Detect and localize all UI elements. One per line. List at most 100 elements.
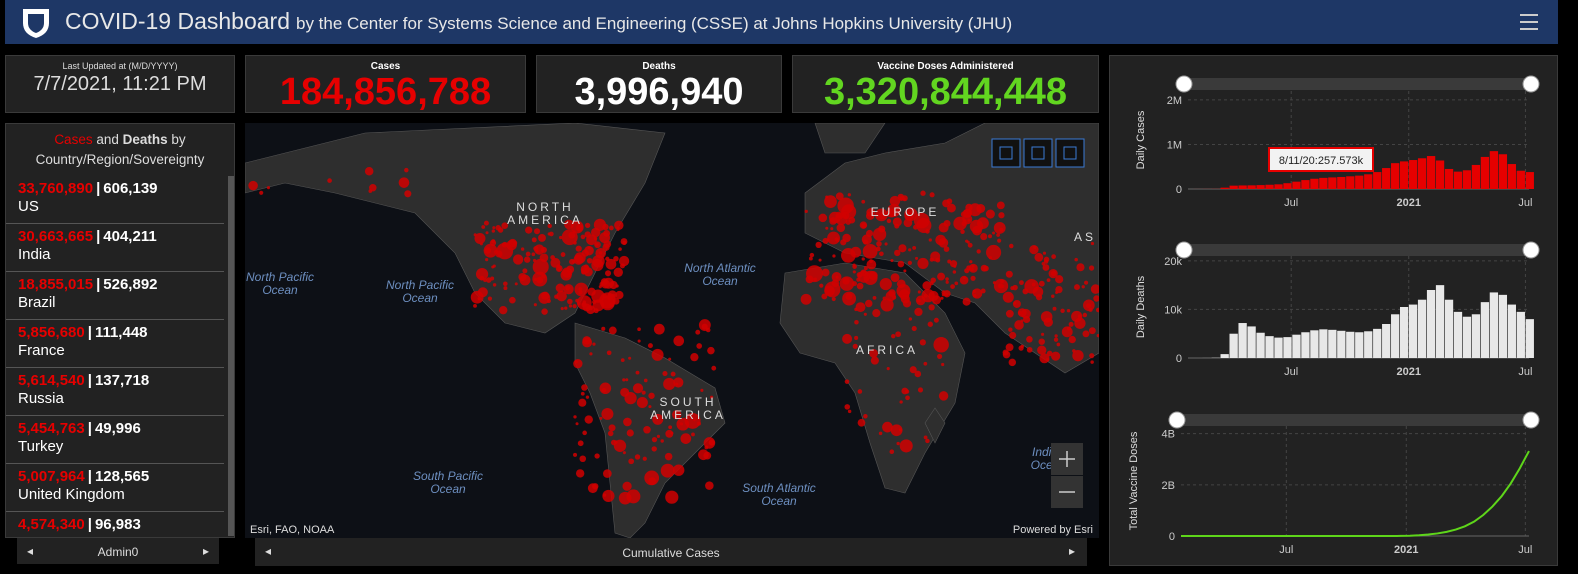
country-row[interactable]: 18,855,015 | 526,892 Brazil — [6, 272, 224, 320]
country-row[interactable]: 5,614,540 | 137,718 Russia — [6, 368, 224, 416]
case-dot — [625, 378, 629, 382]
prev-arrow[interactable]: ◂ — [27, 544, 34, 558]
case-dot — [623, 417, 632, 427]
range-slider[interactable] — [1180, 244, 1537, 256]
map-label: AFRICA — [856, 343, 918, 357]
case-dot — [878, 431, 883, 436]
bar — [1220, 187, 1229, 189]
attribution: Esri, FAO, NOAA — [250, 524, 335, 536]
case-dot — [560, 307, 564, 311]
bar — [1292, 181, 1301, 189]
case-dot — [1043, 256, 1050, 263]
case-dot — [680, 433, 692, 444]
case-dot — [922, 281, 932, 291]
slider-handle[interactable] — [1522, 241, 1540, 259]
row-deaths: 111,448 — [94, 324, 148, 341]
case-dot — [491, 229, 496, 233]
value: 3,320,844,448 — [823, 71, 1067, 113]
separator: | — [87, 372, 92, 389]
case-dot — [637, 339, 641, 343]
slider-handle[interactable] — [1168, 411, 1186, 429]
slider-handle[interactable] — [1175, 241, 1193, 259]
slider-handle[interactable] — [1522, 75, 1540, 93]
row-cases: 5,007,964 — [18, 468, 85, 485]
case-dot — [578, 398, 587, 407]
next-arrow[interactable]: ▸ — [1069, 544, 1076, 558]
case-dot — [602, 493, 607, 497]
bar — [1417, 158, 1427, 189]
map[interactable]: NORTHAMERICASOUTHAMERICAEUROPEAFRICAASNo… — [245, 123, 1099, 538]
case-dot — [804, 209, 808, 214]
tab-label[interactable]: Cumulative Cases — [622, 546, 720, 560]
line — [1181, 450, 1530, 537]
case-dot — [891, 333, 896, 339]
case-dot — [950, 284, 955, 289]
case-dot — [827, 231, 840, 245]
case-dot — [988, 234, 993, 239]
bar — [1319, 177, 1328, 189]
case-dot — [884, 242, 888, 246]
case-dot — [940, 296, 944, 300]
country-row[interactable]: 4,574,340 | 96,983 — [6, 512, 224, 537]
slider-handle[interactable] — [1522, 411, 1540, 429]
case-dot — [1014, 320, 1024, 330]
case-dot — [591, 258, 604, 272]
map-tool-button[interactable] — [1055, 138, 1085, 168]
bar — [1283, 183, 1292, 189]
country-row[interactable]: 33,760,890 | 606,139 US — [6, 176, 224, 224]
bar — [1444, 168, 1454, 189]
case-dot — [856, 272, 863, 278]
bar — [1453, 171, 1463, 189]
bar — [1229, 185, 1238, 189]
case-dot — [965, 239, 969, 243]
case-dot — [696, 343, 703, 349]
map-tool-button[interactable] — [991, 138, 1021, 168]
scrollbar[interactable] — [228, 176, 234, 536]
case-dot — [908, 317, 913, 321]
map-tool-button[interactable] — [1023, 138, 1053, 168]
bar — [1283, 337, 1292, 358]
case-dot — [582, 430, 587, 436]
bar — [1355, 332, 1364, 358]
case-dot — [863, 266, 868, 271]
case-dot — [605, 258, 617, 270]
case-dot — [899, 439, 913, 453]
tab-label[interactable]: Admin0 — [97, 545, 139, 559]
case-dot — [889, 449, 895, 455]
menu-button[interactable] — [1518, 12, 1540, 32]
case-dot — [601, 326, 606, 331]
case-dot — [844, 379, 850, 384]
next-arrow[interactable]: ▸ — [203, 544, 210, 558]
case-dot — [1083, 280, 1089, 285]
row-name: United Kingdom — [18, 486, 125, 503]
case-dot — [911, 326, 917, 332]
country-row[interactable]: 5,856,680 | 111,448 France — [6, 320, 224, 368]
slider-handle[interactable] — [1175, 75, 1193, 93]
case-dot — [977, 217, 989, 230]
case-dot — [919, 339, 926, 346]
prev-arrow[interactable]: ◂ — [265, 544, 272, 558]
case-dot — [1009, 243, 1014, 249]
range-slider[interactable] — [1180, 78, 1537, 90]
case-dot — [859, 221, 868, 229]
bar — [1391, 163, 1400, 189]
map-tab-bar: ◂ Cumulative Cases ▸ — [255, 538, 1087, 566]
case-dot — [1054, 334, 1058, 338]
separator: | — [87, 468, 92, 485]
case-dot — [568, 304, 573, 308]
country-row[interactable]: 5,007,964 | 128,565 United Kingdom — [6, 464, 224, 512]
case-dot — [890, 258, 894, 263]
country-row[interactable]: 30,663,665 | 404,211 India — [6, 224, 224, 272]
case-dot — [1082, 330, 1090, 338]
row-cases: 30,663,665 — [18, 228, 94, 245]
case-dot — [862, 243, 878, 259]
case-dot — [854, 335, 859, 341]
map-label: North Pacific — [386, 278, 454, 292]
country-row[interactable]: 5,454,763 | 49,996 Turkey — [6, 416, 224, 464]
case-dot — [854, 319, 859, 325]
case-dot — [503, 286, 508, 291]
bar — [1364, 331, 1373, 358]
case-dot — [821, 268, 830, 277]
bar — [1310, 178, 1319, 189]
range-slider[interactable] — [1173, 414, 1537, 426]
